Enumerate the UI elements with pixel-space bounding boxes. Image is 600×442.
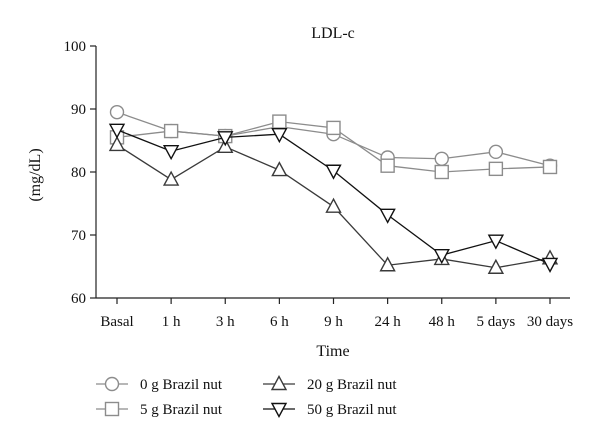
legend: 0 g Brazil nut 5 g Brazil nut 20 g Brazil … [96,375,397,418]
y-axis-title: (mg/dL) [27,148,44,201]
data-point [325,197,342,213]
legend-item: 20 g Brazil nut [263,375,397,393]
data-point [434,164,449,180]
data-point [162,170,180,186]
data-point [272,114,287,129]
data-point [271,161,288,177]
legend-label: 5 g Brazil nut [140,402,223,418]
x-tick-label: 6 h [270,314,289,330]
x-tick-label: 30 days [527,314,573,330]
data-point [162,145,180,161]
legend-item: 0 g Brazil nut [96,376,223,393]
data-point [109,104,125,120]
data-point [271,127,288,144]
data-point [487,234,505,250]
data-point [108,135,126,152]
x-tick-label: 48 h [429,314,456,330]
x-tick-label: 24 h [375,314,402,330]
legend-label: 0 g Brazil nut [140,377,223,393]
legend-marker [270,402,288,418]
legend-item: 50 g Brazil nut [263,402,397,418]
axes: 60 70 80 90 100 Basal 1 h 3 h 6 h 9 h 24 h 48 h 5 da… [64,39,574,330]
data-point [433,248,450,265]
x-tick-label: 9 h [324,314,343,330]
x-tick-label: 3 h [216,314,235,330]
legend-marker [270,375,288,391]
x-tick-label: 1 h [162,314,181,330]
data-point [434,151,449,166]
data-point [488,144,504,160]
data-point [379,256,396,272]
y-tick-label: 100 [64,39,87,55]
series-line [116,129,551,265]
data-point [163,123,179,139]
data-point [380,158,395,173]
data-point [108,123,126,139]
data-point [542,159,558,175]
series-square [109,114,558,180]
series-layer [108,104,559,274]
legend-marker [104,376,120,392]
data-point [217,131,234,147]
data-point [487,258,505,274]
y-tick-label: 90 [71,102,86,118]
legend-label: 20 g Brazil nut [307,377,397,393]
y-tick-label: 80 [71,165,86,181]
y-tick-label: 70 [71,228,86,244]
legend-marker [104,401,120,417]
data-point [541,257,559,273]
data-point [379,208,396,224]
series-triangle-down [108,123,559,273]
x-axis-title: Time [316,343,349,360]
data-point [326,120,341,136]
data-point [488,161,504,177]
x-tick-label: Basal [100,314,133,330]
chart-title: LDL-c [311,25,355,42]
legend-label: 50 g Brazil nut [307,402,397,418]
series-triangle-up [108,135,559,274]
legend-item: 5 g Brazil nut [96,401,223,418]
y-tick-label: 60 [71,291,86,307]
x-tick-label: 5 days [477,314,516,330]
data-point [325,164,342,180]
